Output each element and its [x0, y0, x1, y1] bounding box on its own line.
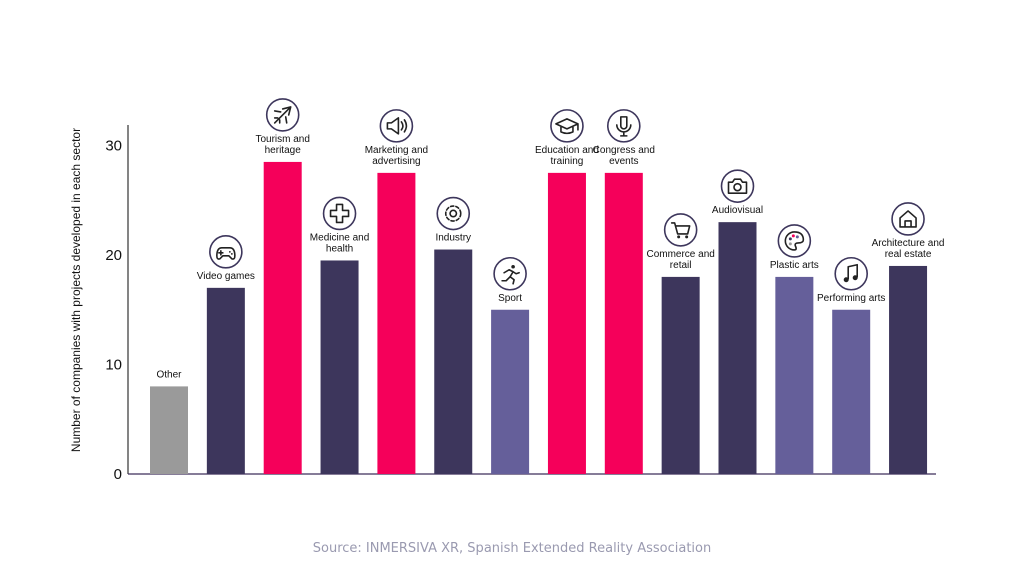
bar-label: Education and training	[535, 145, 599, 167]
airplane-icon	[265, 98, 300, 132]
music-note-icon	[834, 256, 869, 291]
bar-label: Tourism and heritage	[255, 134, 309, 156]
bar-medicine-and-health	[320, 260, 359, 474]
graduation-cap-icon	[550, 109, 584, 143]
bar-label: Sport	[498, 293, 522, 304]
y-tick-label: 10	[105, 357, 122, 374]
bar-label: Medicine and health	[310, 232, 369, 254]
bar-industry	[434, 249, 473, 474]
bar-audiovisual	[718, 222, 757, 474]
bar-label: Architecture and real estate	[872, 238, 945, 260]
bar-architecture-and-real-estate	[889, 265, 928, 474]
runner-icon	[493, 256, 527, 291]
y-tick-label: 30	[105, 138, 122, 155]
bar-tourism-and-heritage	[263, 161, 302, 475]
bar-education-and-training	[547, 172, 586, 474]
bar-label: Other	[156, 369, 182, 380]
gear-icon	[436, 196, 471, 231]
bar-sport	[491, 309, 530, 474]
bar-label: Video games	[197, 271, 255, 282]
bar-plastic-arts	[775, 276, 814, 474]
bar-video-games	[206, 287, 245, 474]
medical-cross-icon	[322, 196, 357, 231]
y-axis-label: Number of companies with projects develo…	[69, 127, 83, 453]
y-tick-label: 0	[114, 466, 122, 483]
house-icon	[891, 202, 925, 236]
bar-label: Audiovisual	[712, 205, 763, 216]
bar-label: Performing arts	[817, 293, 885, 304]
megaphone-icon	[379, 109, 414, 143]
bar-congress-and-events	[604, 172, 643, 474]
microphone-icon	[606, 109, 641, 143]
bar-performing-arts	[832, 309, 871, 474]
shopping-cart-icon	[663, 213, 698, 247]
bar-other	[150, 386, 188, 474]
camera-icon	[720, 169, 755, 203]
bar-label: Industry	[435, 233, 471, 244]
gamepad-icon	[209, 235, 243, 269]
palette-icon	[777, 224, 812, 258]
y-tick-label: 20	[105, 247, 122, 264]
bar-label: Congress and events	[593, 145, 655, 167]
bar-label: Marketing and advertising	[365, 145, 428, 167]
bar-label: Commerce and retail	[646, 249, 714, 271]
bar-commerce-and-retail	[661, 276, 700, 474]
source-caption: Source: INMERSIVA XR, Spanish Extended R…	[312, 541, 712, 556]
bar-label: Plastic arts	[770, 260, 819, 271]
bar-marketing-and-advertising	[377, 172, 416, 474]
